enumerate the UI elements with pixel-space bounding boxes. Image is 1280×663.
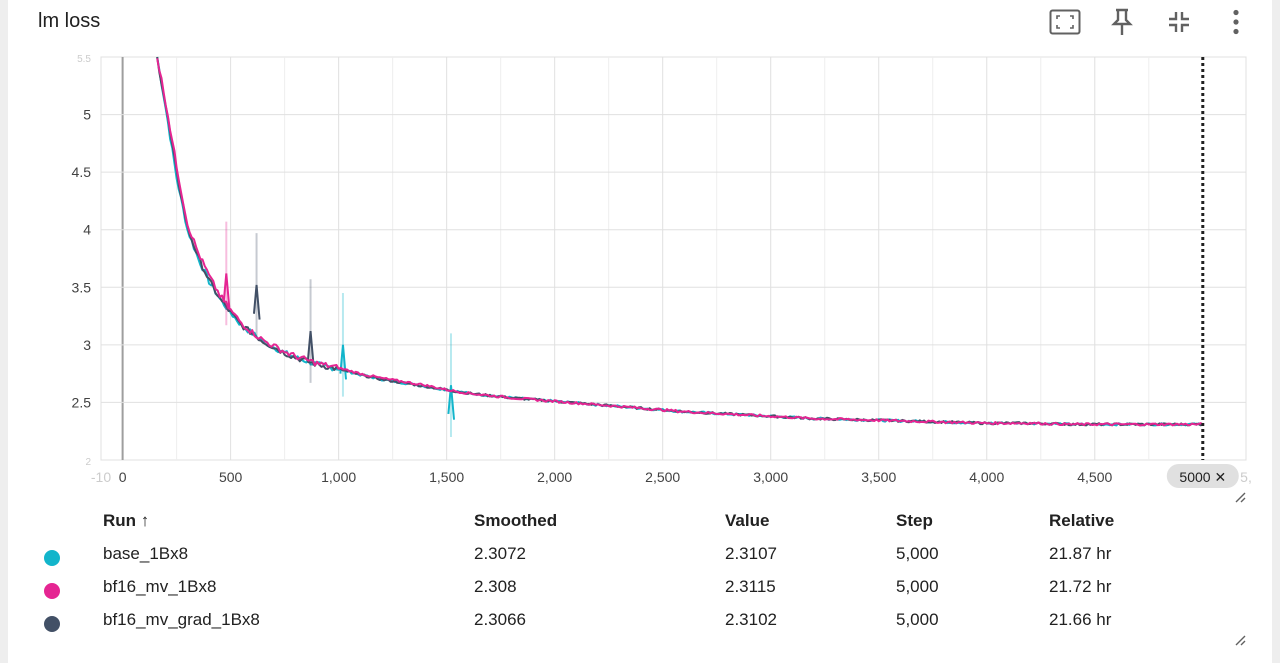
- run-relative: 21.66 hr: [1049, 610, 1112, 629]
- header-step: Step: [896, 511, 933, 530]
- y-tick-label: 3.5: [72, 279, 92, 295]
- x-tick-label: 4,000: [969, 469, 1004, 485]
- series-line-bf16_mv_grad_1Bx8: [156, 56, 1204, 427]
- table-row: base_1Bx8 2.3072 2.3107 5,000 21.87 hr: [38, 538, 1238, 571]
- run-color-dot: [44, 616, 60, 632]
- run-name: bf16_mv_1Bx8: [103, 577, 217, 596]
- run-value: 2.3102: [725, 610, 777, 629]
- y-edge-tick-label: 2: [85, 457, 91, 468]
- run-smoothed: 2.3072: [474, 544, 526, 563]
- loss-chart[interactable]: 0 500 1,000 1,500 2,000 2,500 3,000 3,500 4,000 4…: [8, 0, 1272, 500]
- run-step: 5,000: [896, 544, 939, 563]
- y-tick-label: 2.5: [72, 394, 92, 410]
- run-smoothed: 2.308: [474, 577, 517, 596]
- spike-base_1Bx8: [447, 385, 456, 420]
- spike-bf16_mv_grad_1Bx8: [306, 330, 315, 366]
- run-value: 2.3107: [725, 544, 777, 563]
- run-smoothed: 2.3066: [474, 610, 526, 629]
- scalar-card: lm loss 0 500 1,000 1,500 2,000 2,500 3,000 3,5…: [8, 0, 1272, 663]
- spike-bf16_mv_1Bx8: [222, 273, 231, 309]
- resize-handle-icon[interactable]: [1234, 490, 1246, 503]
- pin-icon[interactable]: [1104, 4, 1140, 40]
- header-smoothed: Smoothed: [474, 511, 558, 530]
- x-tick-label: 2,500: [645, 469, 680, 485]
- run-relative: 21.87 hr: [1049, 544, 1112, 563]
- resize-handle-icon[interactable]: [1234, 633, 1246, 646]
- x-tick-label: 4,500: [1077, 469, 1112, 485]
- card-title: lm loss: [38, 10, 101, 32]
- collapse-icon[interactable]: [1161, 4, 1197, 40]
- spike-base_1Bx8: [339, 344, 347, 380]
- x-tick-label: 1,500: [429, 469, 464, 485]
- spike-bf16_mv_grad_1Bx8: [252, 284, 261, 320]
- table-header: Run ↑ Smoothed Value Step Relative: [38, 505, 1238, 538]
- fit-to-screen-icon[interactable]: [1047, 4, 1083, 40]
- step-cursor-label[interactable]: 5000 ✕: [1179, 469, 1226, 485]
- x-tick-label: 1,000: [321, 469, 356, 485]
- run-name: base_1Bx8: [103, 544, 189, 563]
- header-value: Value: [725, 511, 770, 530]
- table-row: bf16_mv_grad_1Bx8 2.3066 2.3102 5,000 21…: [38, 604, 1238, 637]
- more-vert-icon[interactable]: [1218, 4, 1254, 40]
- x-edge-tick-label: -10: [91, 469, 111, 485]
- x-tick-label: 500: [219, 469, 243, 485]
- y-tick-label: 3: [83, 337, 91, 353]
- y-tick-label: 5: [83, 107, 91, 123]
- run-value: 2.3115: [725, 577, 776, 596]
- run-step: 5,000: [896, 577, 939, 596]
- run-relative: 21.72 hr: [1049, 577, 1112, 596]
- header-run[interactable]: Run ↑: [103, 511, 150, 530]
- x-edge-tick-label: 5,: [1240, 469, 1252, 485]
- run-name: bf16_mv_grad_1Bx8: [103, 610, 260, 629]
- y-edge-tick-label: 5.5: [77, 54, 91, 65]
- x-tick-label: 3,500: [861, 469, 896, 485]
- x-tick-label: 0: [119, 469, 127, 485]
- series-line-bf16_mv_1Bx8: [156, 58, 1204, 427]
- step-cursor-chip: [1166, 464, 1239, 488]
- y-tick-label: 4.5: [72, 164, 92, 180]
- series-line-base_1Bx8: [156, 56, 1203, 427]
- y-tick-label: 4: [83, 222, 91, 238]
- run-color-dot: [44, 583, 60, 599]
- plot-area: [100, 56, 1247, 461]
- header-relative: Relative: [1049, 511, 1115, 530]
- run-step: 5,000: [896, 610, 939, 629]
- table-row: bf16_mv_1Bx8 2.308 2.3115 5,000 21.72 hr: [38, 571, 1238, 604]
- x-tick-label: 2,000: [537, 469, 572, 485]
- x-tick-label: 3,000: [753, 469, 788, 485]
- run-color-dot: [44, 550, 60, 566]
